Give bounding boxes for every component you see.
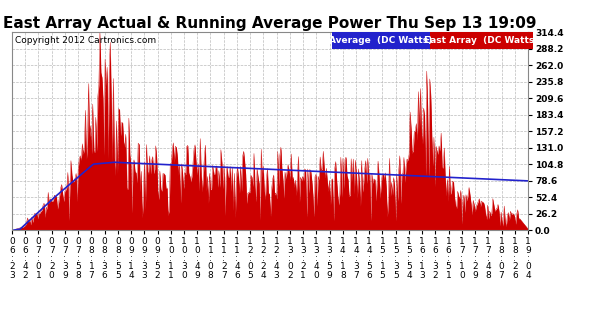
Text: Copyright 2012 Cartronics.com: Copyright 2012 Cartronics.com <box>14 36 156 45</box>
FancyBboxPatch shape <box>332 32 430 49</box>
Text: Average  (DC Watts): Average (DC Watts) <box>329 36 433 45</box>
Title: East Array Actual & Running Average Power Thu Sep 13 19:09: East Array Actual & Running Average Powe… <box>3 16 537 31</box>
Text: East Array  (DC Watts): East Array (DC Watts) <box>424 36 539 45</box>
FancyBboxPatch shape <box>430 32 533 49</box>
